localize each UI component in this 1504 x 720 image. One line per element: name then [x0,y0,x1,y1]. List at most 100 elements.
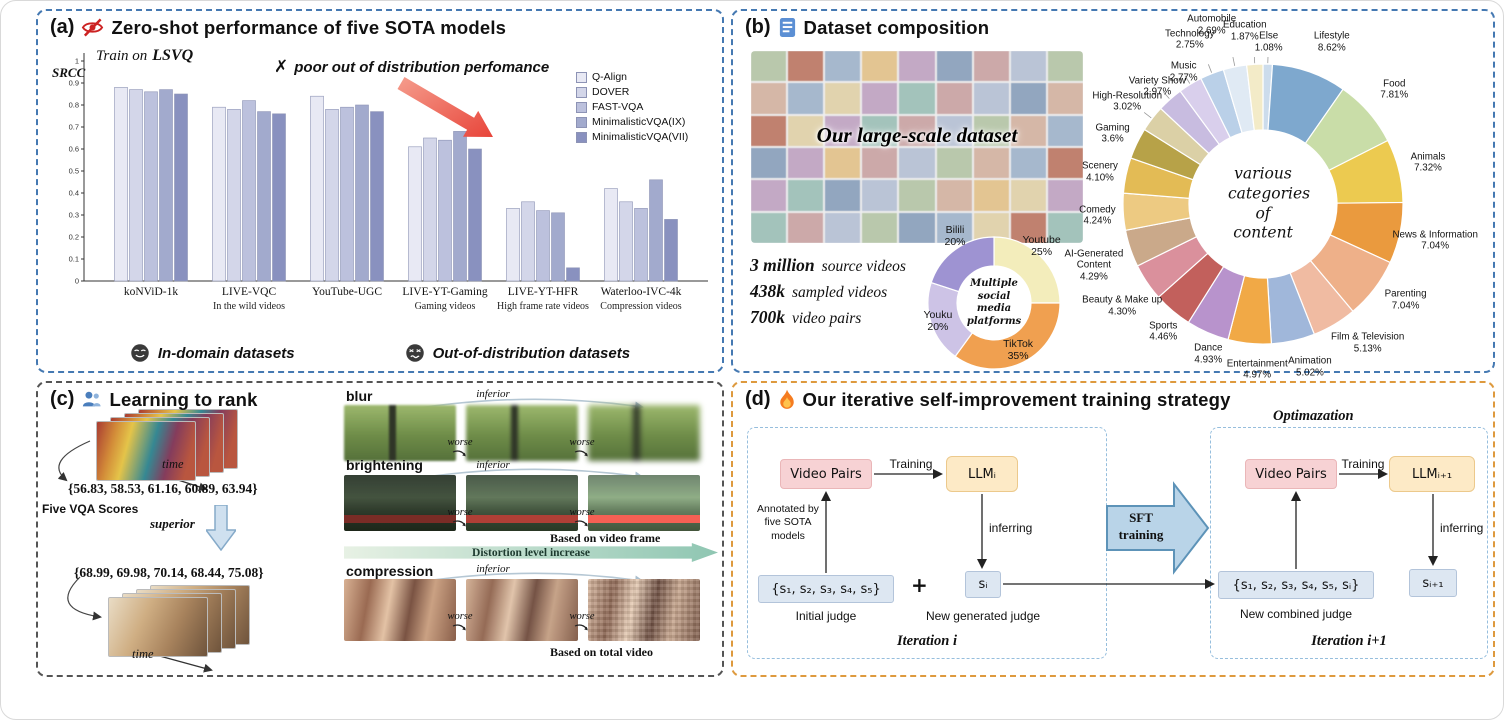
y-axis-label: SRCC [52,65,86,80]
svg-text:0.1: 0.1 [69,255,79,264]
bar-konvid-1k-fast-vqa [144,91,158,282]
video-collage [751,51,1083,243]
small-donut-svg [927,236,1061,370]
collage-thumbnail [825,115,861,146]
frame-detail [632,405,640,461]
frame-detail [388,405,396,461]
bar-live-vqc-dover [227,109,241,282]
row-label-brightening: brightening [346,457,423,473]
worse-marker: worse [440,611,480,635]
time-label-bottom: time [132,647,154,661]
frame-detail [510,405,518,461]
bar-live-vqc-fast-vqa [242,100,256,282]
slice-percent: 7.04% [1391,300,1420,312]
slice-name: Bilili [945,223,965,236]
video-frame-blur-3 [588,405,700,461]
worse-arrow-icon [452,519,466,526]
bar-live-yt-gaming-minimalisticvqa-vii [468,148,482,282]
video-frame-brightening-3 [588,475,700,531]
srcc-bar-chart-svg: 0 0.1 0.2 0.3 0.4 0.5 0.6 0.7 0.8 0.9 1 koNViD-1k LI… [69,53,708,312]
legend-label: FAST-VQA [592,101,644,113]
donut-label-parenting: Parenting 7.04% [1363,289,1449,312]
slice-name: Variety Show [1128,75,1186,87]
svg-text:0.2: 0.2 [69,233,79,242]
panel-learning-to-rank: (c) Learning to rank time {56.83, 58.53,… [36,381,724,677]
inferring-label-left: inferring [989,521,1033,535]
sft-training-label: SFT training [1118,510,1164,542]
optimization-label: Optimazation [1273,408,1354,424]
panel-d-label: (d) [745,388,771,410]
panel-b-label: (b) [745,16,771,38]
donut-label-music: Music 2.77% [1141,60,1227,83]
svg-text:0.8: 0.8 [69,101,79,110]
bar-konvid-1k-q-align [114,87,128,282]
bar-youtube-ugc-dover [325,109,339,282]
slice-percent: 20% [944,235,966,248]
slice-name: Comedy [1079,204,1116,216]
collage-thumbnail [862,148,898,179]
collage-thumbnail [788,212,824,243]
slice-name: Lifestyle [1313,30,1350,42]
srcc-bar-chart: 0 0.1 0.2 0.3 0.4 0.5 0.6 0.7 0.8 0.9 1 koNViD-1k LI… [46,45,718,329]
slice-percent: 20% [927,321,949,334]
row-label-compression: compression [346,563,434,579]
stat-desc: sampled videos [792,284,888,301]
plus-sign: + [911,573,928,597]
slice-percent: 4.46% [1149,331,1178,343]
stat-sampled-videos: 438k sampled videos [750,281,906,302]
panel-b-title: Dataset composition [803,16,990,38]
frames-to-scores-curve [57,440,91,482]
worse-arrow-icon [574,623,588,630]
donut-slice-education [1245,63,1264,132]
svg-text:0.7: 0.7 [69,123,79,132]
video-stack-inferior [96,409,242,485]
collage-thumbnail [751,51,787,82]
collage-caption: Our large-scale dataset [816,123,1018,147]
video-frame-blur-2 [466,405,578,461]
out-domain-face-icon [405,343,425,363]
big-donut-svg [1122,54,1404,345]
svg-text:0.4: 0.4 [69,189,79,198]
collage-thumbnail [1047,115,1083,146]
svg-text:0.9: 0.9 [69,79,79,88]
donut-label-entertainment: Entertainment 4.97% [1214,358,1300,381]
ood-warning-text: poor out of distribution perfomance [294,58,550,76]
stat-desc: video pairs [792,310,862,327]
stat-value: 700k [750,307,785,327]
donut-label-youtube: Youtube 25% [1011,234,1073,258]
legend-label: DOVER [592,86,630,98]
video-frame-brightening-2 [466,475,578,531]
worse-arrow-icon [574,519,588,526]
inferring-label-right: inferring [1440,521,1484,535]
worse-label: worse [569,437,595,448]
bar-live-vqc-q-align [212,106,226,282]
eye-off-icon [81,16,104,39]
donut-label-beauty-make-up: Beauty & Make up 4.30% [1079,295,1165,318]
slice-name: Food [1383,78,1406,90]
collage-thumbnail [1010,180,1046,211]
label-leader-line [1207,64,1213,73]
slice-name: Sports [1149,320,1178,332]
inferior-label-compression: inferior [476,563,510,575]
slice-name: Parenting [1384,288,1427,300]
collage-thumbnail [936,212,972,243]
donut-label-animation: Animation 5.02% [1267,356,1353,379]
worse-label: worse [447,437,473,448]
collage-thumbnail [862,83,898,114]
annotated-by-label: Annotated by five SOTA models [757,503,819,542]
worse-marker: worse [440,507,480,531]
donut-label-bilili: Bilili 20% [924,223,986,247]
svg-text:0.6: 0.6 [69,145,79,154]
label-leader-line [1232,56,1236,66]
donut-label-automobile: Automobile 2.69% [1169,14,1255,37]
slice-name: Scenery [1082,160,1118,172]
video-frame-compression-1 [344,579,456,641]
distortion-level-arrow: Distortion level increase [344,543,718,562]
collage-thumbnail [936,115,972,146]
iteration-i1-label: Iteration i+1 [1311,633,1387,649]
collage-thumbnail [1010,115,1046,146]
x-category-label: LIVE-VQC [222,286,277,298]
stat-desc: source videos [821,258,906,275]
collage-thumbnail [936,51,972,82]
